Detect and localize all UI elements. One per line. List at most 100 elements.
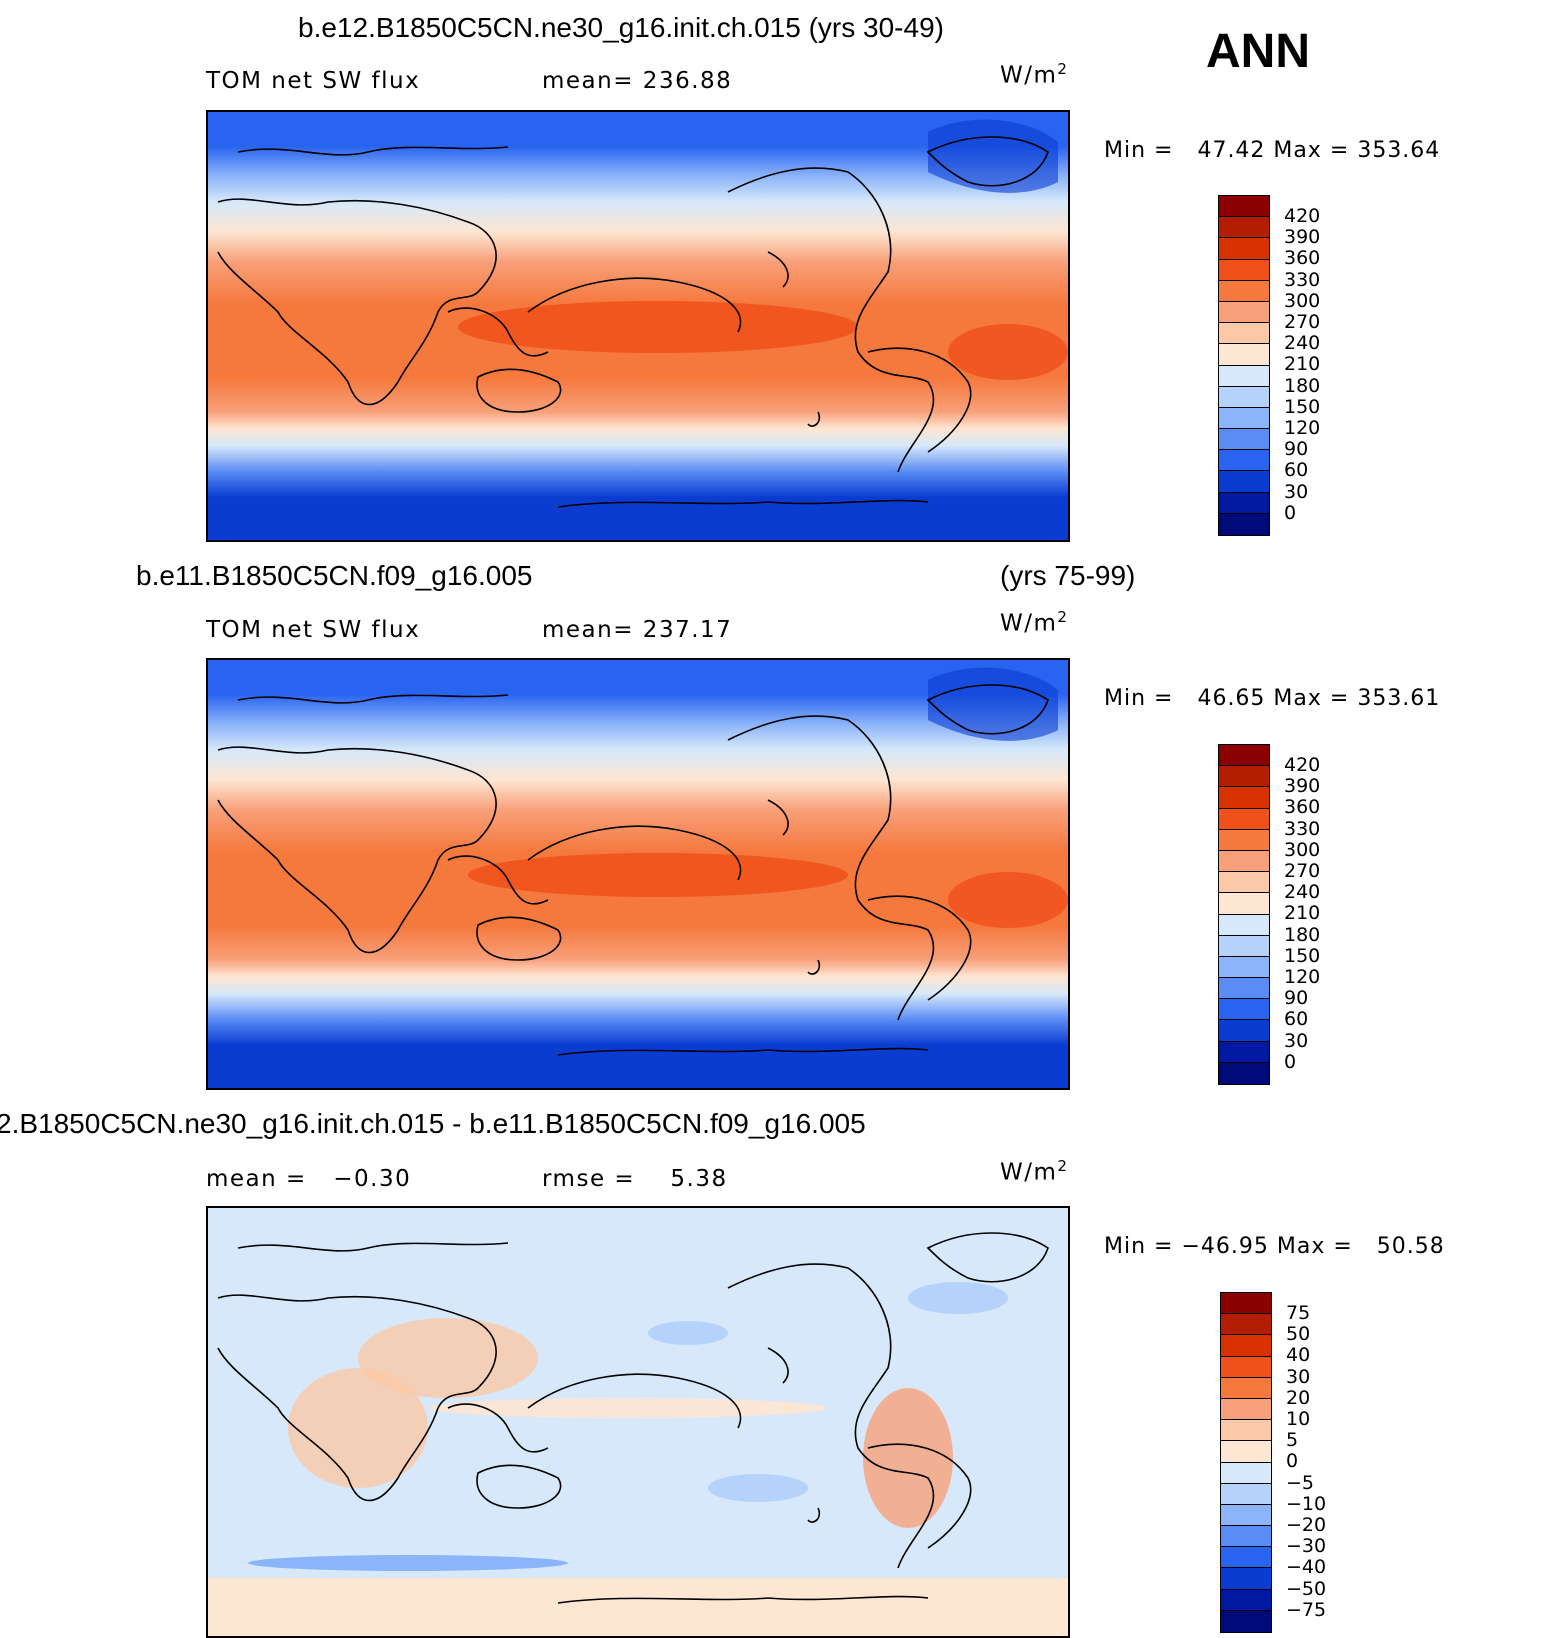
colorbar-cell — [1219, 492, 1269, 514]
colorbar-label: 300 — [1284, 838, 1321, 861]
colorbar-cell — [1219, 429, 1269, 451]
colorbar-label: −50 — [1286, 1577, 1327, 1600]
panel-2-mean-label: mean= 237.17 — [542, 617, 733, 643]
colorbar-cell — [1219, 914, 1269, 936]
colorbar-cell — [1219, 1041, 1269, 1063]
colorbar-cell — [1221, 1441, 1271, 1463]
panel-2-years: (yrs 75-99) — [1000, 560, 1136, 591]
colorbar-cell — [1221, 1314, 1271, 1336]
colorbar-label: 0 — [1286, 1450, 1299, 1473]
panel-3-rmse-label: rmse = 5.38 — [542, 1166, 728, 1192]
colorbar-label: 420 — [1284, 205, 1321, 227]
colorbar-label: 30 — [1286, 1365, 1311, 1388]
colorbar-cell — [1219, 513, 1269, 535]
colorbar-label: 330 — [1284, 268, 1321, 291]
panel-2-units: W/m2 — [1000, 608, 1068, 637]
colorbar-label: −10 — [1286, 1492, 1327, 1515]
colorbar-label: 20 — [1286, 1386, 1311, 1409]
colorbar-label: −75 — [1286, 1598, 1327, 1621]
colorbar-cell — [1219, 344, 1269, 366]
colorbar-cell — [1219, 386, 1269, 408]
colorbar-cell — [1219, 471, 1269, 493]
colorbar-label: 270 — [1284, 311, 1321, 333]
colorbar-cell — [1221, 1293, 1271, 1315]
colorbar-label: 330 — [1284, 817, 1321, 840]
colorbar-label: 30 — [1284, 480, 1309, 503]
colorbar-cell — [1219, 365, 1269, 387]
colorbar-label: 150 — [1284, 395, 1321, 418]
colorbar-cell — [1221, 1568, 1271, 1590]
colorbar-label: 60 — [1284, 1008, 1309, 1031]
colorbar-cell — [1219, 450, 1269, 472]
colorbar-cell — [1219, 956, 1269, 979]
colorbar-cell — [1221, 1526, 1271, 1548]
colorbar-label: 180 — [1284, 923, 1321, 946]
colorbar-cell — [1219, 978, 1269, 1000]
colorbar-cell — [1219, 196, 1269, 218]
colorbar-cell — [1219, 787, 1269, 809]
panel-1-title: b.e12.B1850C5CN.ne30_g16.init.ch.015 (yr… — [298, 12, 944, 43]
colorbar-cell — [1219, 259, 1269, 281]
colorbar-cell — [1219, 301, 1269, 324]
colorbar-cell — [1219, 1062, 1269, 1084]
colorbar-label: 300 — [1284, 289, 1321, 312]
colorbar-cell — [1219, 766, 1269, 788]
colorbar-label: 120 — [1284, 966, 1321, 988]
coastlines-1 — [217, 136, 1049, 508]
warm-pool-1 — [458, 301, 858, 353]
colorbar-label: −40 — [1286, 1556, 1327, 1579]
colorbar-cell — [1221, 1547, 1271, 1569]
panel-2-colorbar — [1218, 744, 1270, 1085]
colorbar-label: 0 — [1284, 1050, 1297, 1073]
colorbar-label: −20 — [1286, 1514, 1327, 1536]
colorbar-cell — [1221, 1610, 1271, 1632]
coastlines-3 — [217, 1232, 1049, 1604]
colorbar-cell — [1219, 323, 1269, 345]
colorbar-cell — [1219, 217, 1269, 239]
panel-1-minmax: Min = 47.42 Max = 353.64 — [1104, 138, 1441, 163]
colorbar-cell — [1219, 829, 1269, 851]
colorbar-cell — [1219, 745, 1269, 767]
colorbar-cell — [1219, 935, 1269, 957]
panel-1-colorbar — [1218, 195, 1270, 536]
colorbar-label: 240 — [1284, 332, 1321, 355]
panel-2-map — [206, 658, 1070, 1090]
colorbar-label: 90 — [1284, 987, 1309, 1010]
panel-1-units-sup: 2 — [1057, 60, 1069, 78]
colorbar-label: 240 — [1284, 881, 1321, 904]
panel-1-map — [206, 110, 1070, 542]
colorbar-label: 150 — [1284, 944, 1321, 967]
panel-3-colorbar — [1220, 1292, 1272, 1633]
panel-3-units-text: W/m — [1000, 1159, 1058, 1186]
colorbar-cell — [1221, 1483, 1271, 1505]
season-label: ANN — [1206, 25, 1310, 78]
colorbar-label: 270 — [1284, 860, 1321, 882]
panel-3-units-sup: 2 — [1057, 1157, 1069, 1175]
colorbar-cell — [1219, 407, 1269, 430]
colorbar-cell — [1219, 999, 1269, 1021]
panel-1-mean-label: mean= 236.88 — [542, 68, 733, 94]
coastlines-2 — [217, 684, 1049, 1056]
colorbar-label: 75 — [1286, 1302, 1311, 1324]
colorbar-cell — [1221, 1420, 1271, 1442]
colorbar-label: −5 — [1286, 1471, 1315, 1494]
colorbar-cell — [1219, 808, 1269, 830]
panel-1-variable-label: TOM net SW flux — [206, 68, 421, 94]
colorbar-label: 60 — [1284, 459, 1309, 482]
panel-3-minmax: Min = −46.95 Max = 50.58 — [1104, 1234, 1445, 1259]
colorbar-label: 210 — [1284, 902, 1321, 925]
warm-pool-2 — [468, 853, 848, 897]
panel-3-mean-label: mean = −0.30 — [206, 1166, 412, 1192]
colorbar-label: 30 — [1284, 1029, 1309, 1052]
panel-1-units-text: W/m — [1000, 62, 1058, 89]
colorbar-label: 420 — [1284, 754, 1321, 776]
panel-2-units-sup: 2 — [1057, 608, 1069, 626]
colorbar-label: 50 — [1286, 1323, 1311, 1346]
colorbar-cell — [1219, 893, 1269, 915]
colorbar-cell — [1219, 872, 1269, 894]
colorbar-cell — [1219, 238, 1269, 260]
colorbar-cell — [1221, 1356, 1271, 1378]
colorbar-label: 390 — [1284, 226, 1321, 249]
colorbar-cell — [1221, 1398, 1271, 1421]
colorbar-label: 0 — [1284, 501, 1297, 524]
